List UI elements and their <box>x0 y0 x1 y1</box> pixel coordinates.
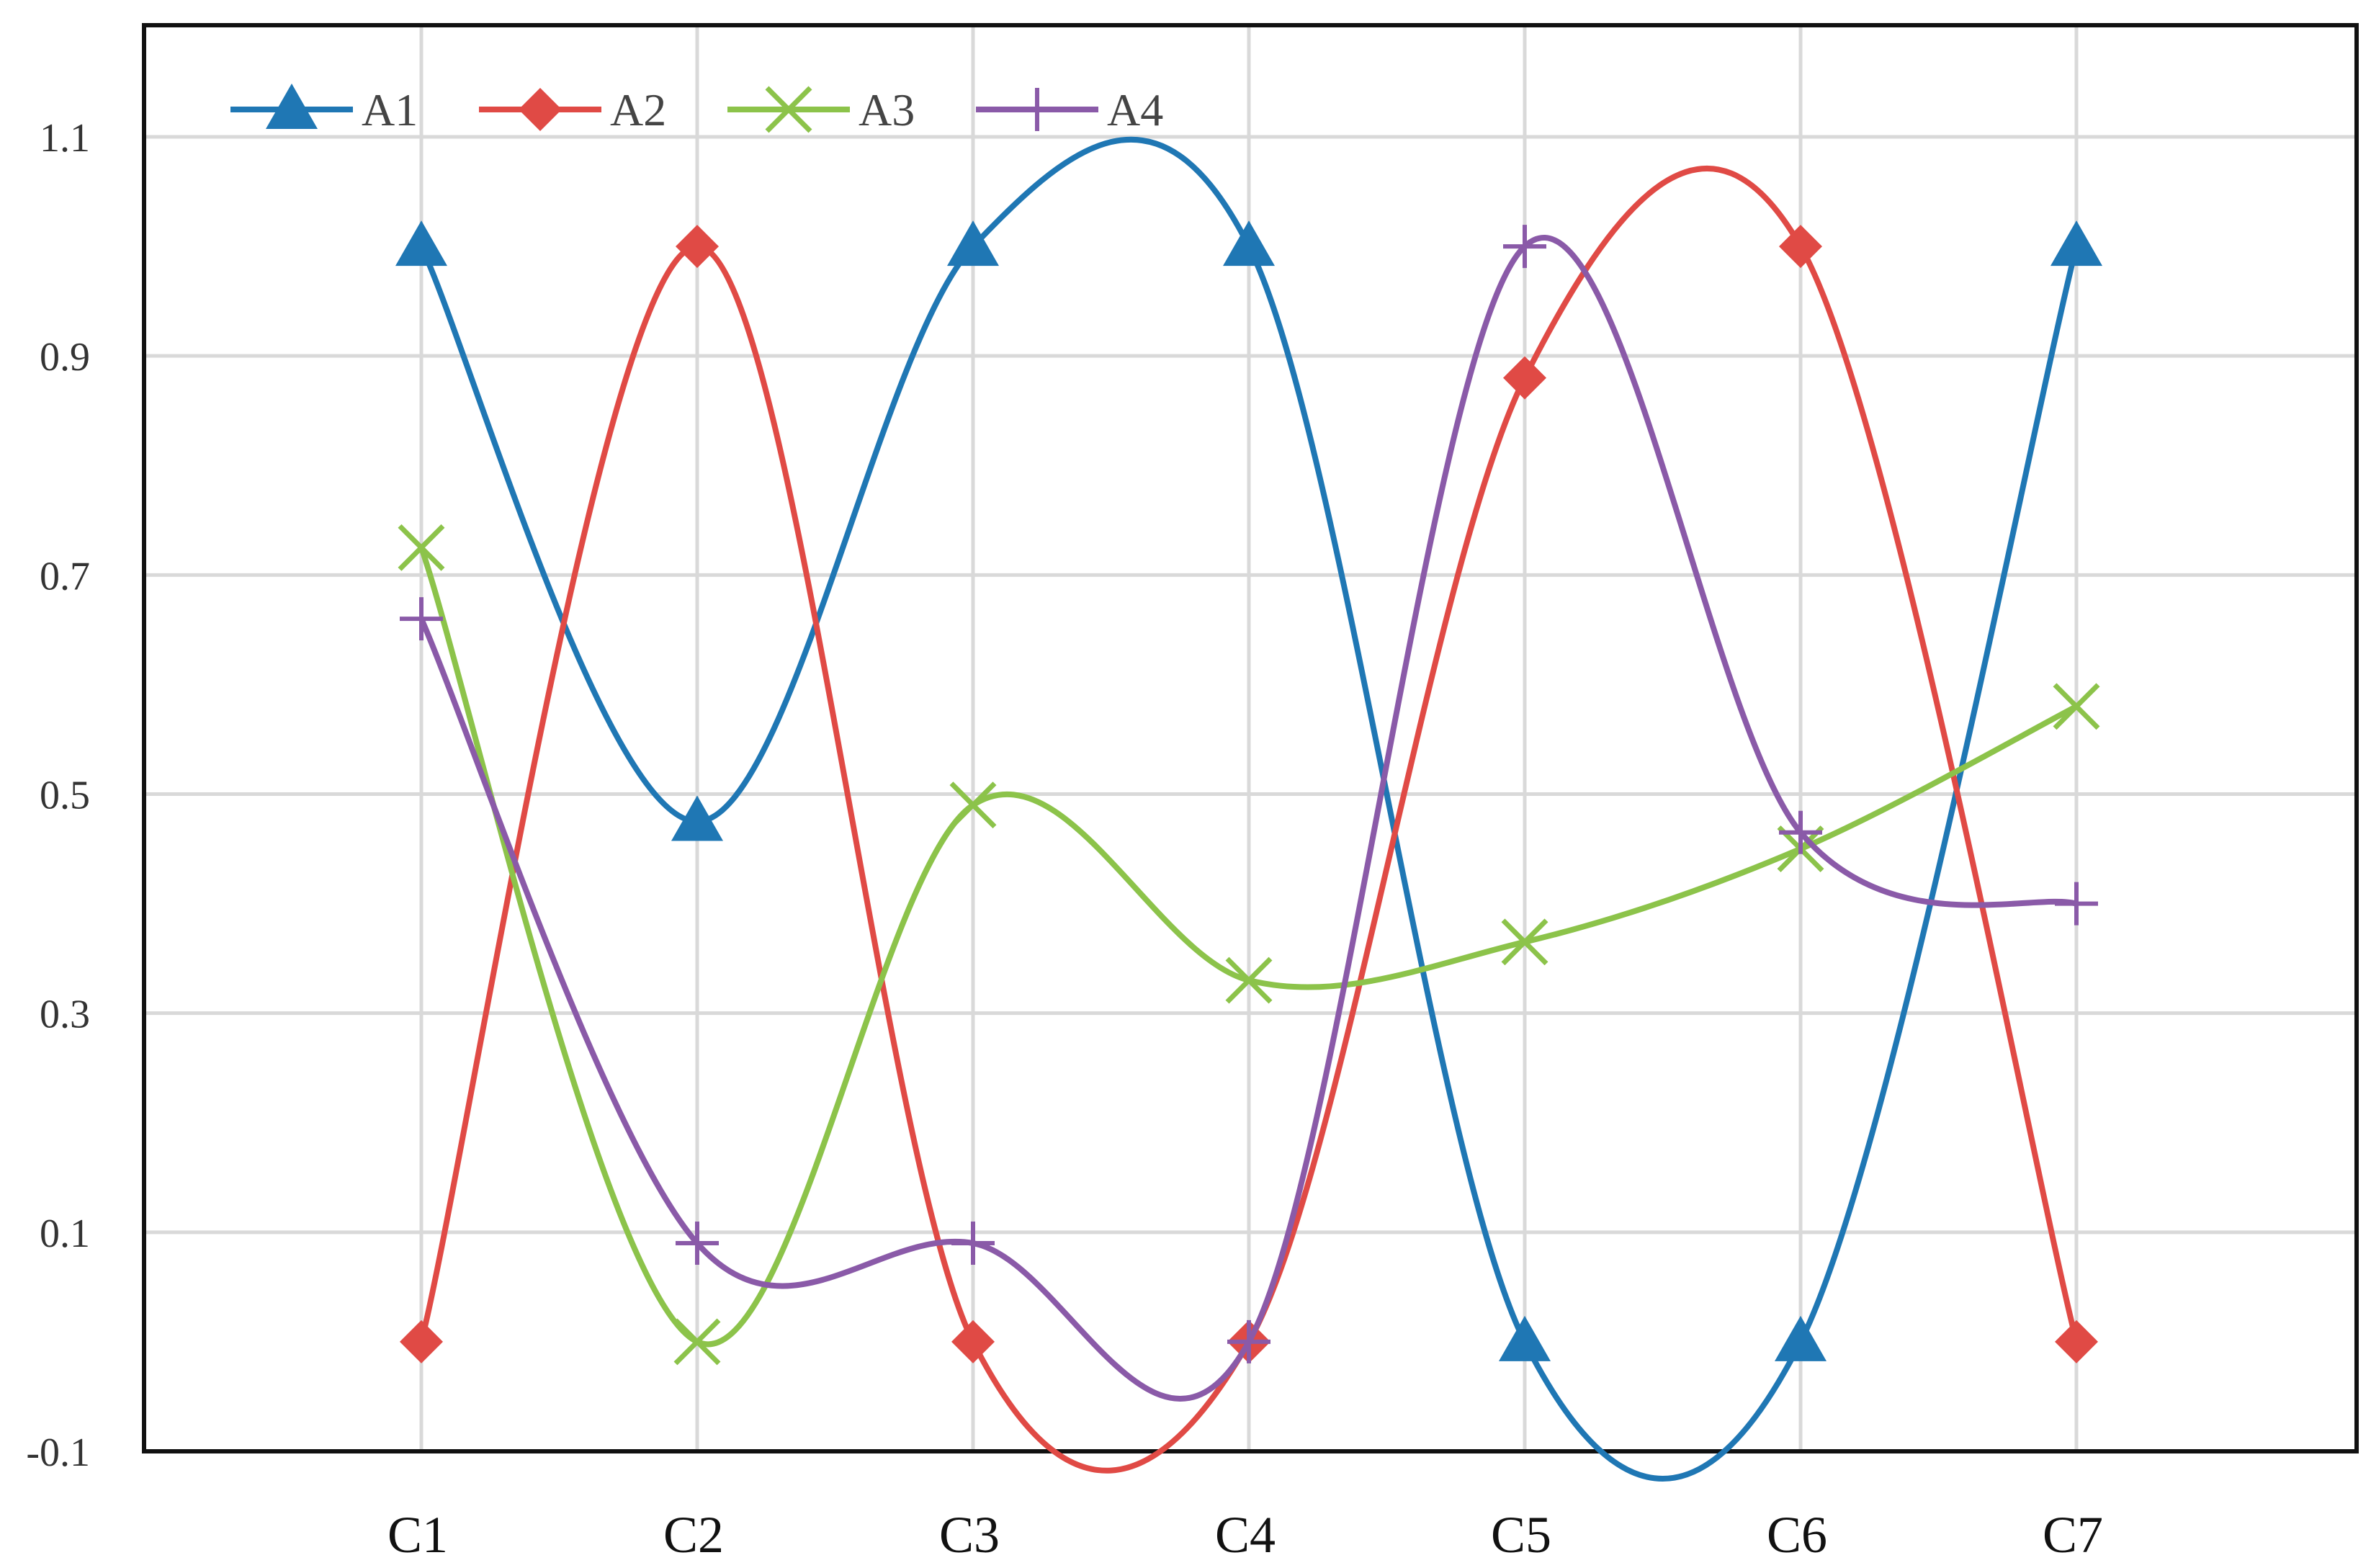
data-point-a2-c6 <box>1779 225 1822 269</box>
legend-label: A4 <box>1107 84 1163 135</box>
data-point-a1-c5 <box>1499 1315 1551 1361</box>
legend-marker <box>1016 88 1059 131</box>
y-tick-label: 0.7 <box>40 554 90 599</box>
legend-item-a1: A1 <box>230 84 418 135</box>
y-tick-label: 0.9 <box>40 335 90 380</box>
data-point-a1-c4 <box>1223 220 1275 266</box>
data-point-a3-c7-stroke <box>2053 683 2100 730</box>
data-point-a2-c2 <box>676 225 719 269</box>
legend-item-a3: A3 <box>727 84 915 135</box>
legend-item-a2: A2 <box>479 84 666 135</box>
data-point-a1-c3 <box>947 220 999 266</box>
data-point-a2-c3 <box>951 1320 995 1363</box>
legend: A1 A2 A3 A4 <box>230 84 1163 135</box>
plot-area-border <box>142 23 2359 1453</box>
legend-label: A1 <box>362 84 418 135</box>
y-axis-tick-labels: -0.1 0.1 0.3 0.5 0.7 0.9 1.1 <box>26 116 90 1475</box>
y-tick-label: 0.3 <box>40 993 90 1037</box>
x-category-label: C5 <box>1491 1506 1551 1564</box>
x-category-label: C7 <box>2043 1506 2103 1564</box>
data-point-a3-c4-stroke <box>1225 957 1273 1004</box>
legend-marker <box>519 88 562 131</box>
data-point-a3-c7 <box>2053 683 2100 730</box>
series-a3 <box>398 524 2100 1366</box>
x-category-label: C1 <box>387 1506 448 1564</box>
data-point-a1-c7 <box>2050 220 2102 266</box>
y-tick-label: 0.1 <box>40 1211 90 1256</box>
data-point-a4-c6 <box>1779 810 1822 854</box>
data-point-a3-c2-stroke <box>673 1318 721 1366</box>
data-point-a3-c3-stroke <box>949 781 997 829</box>
y-tick-label: 1.1 <box>40 116 90 161</box>
data-point-a4-c1 <box>400 597 443 641</box>
data-point-a4-c5 <box>1503 225 1546 269</box>
legend-label: A3 <box>859 84 915 135</box>
series-a1 <box>395 136 2102 1482</box>
x-category-label: C2 <box>663 1506 724 1564</box>
legend-item-a4: A4 <box>976 84 1163 135</box>
data-point-a3-c5 <box>1501 918 1548 966</box>
data-point-a4-c7 <box>2055 882 2098 926</box>
series-a4 <box>400 225 2098 1402</box>
data-point-a3-c1 <box>398 524 445 571</box>
legend-marker-stroke <box>765 86 812 133</box>
x-axis-category-labels: C1 C2 C3 C4 C5 C6 C7 <box>387 1506 2103 1564</box>
data-point-a4-c4 <box>1227 1320 1270 1363</box>
x-category-label: C6 <box>1767 1506 1827 1564</box>
x-category-label: C4 <box>1215 1506 1276 1564</box>
legend-label: A2 <box>610 84 666 135</box>
legend-marker <box>266 84 318 129</box>
data-point-a3-c3 <box>949 781 997 829</box>
data-point-a2-c7 <box>2055 1320 2098 1363</box>
series-line-a3 <box>418 547 2078 1348</box>
data-point-a1-c6 <box>1775 1315 1827 1361</box>
data-point-a3-c2 <box>673 1318 721 1366</box>
legend-marker <box>765 86 812 133</box>
data-point-a2-c1 <box>400 1320 443 1363</box>
y-tick-label: 0.5 <box>40 774 90 818</box>
data-point-a4-c2 <box>676 1222 719 1265</box>
data-point-a2-c5 <box>1503 356 1546 400</box>
data-point-a3-c5-stroke <box>1501 918 1548 966</box>
data-point-a4-c3 <box>951 1222 995 1265</box>
data-point-a1-c1 <box>395 220 447 266</box>
data-point-a3-c4 <box>1225 957 1273 1004</box>
x-category-label: C3 <box>939 1506 1000 1564</box>
data-point-a1-c2 <box>671 795 723 841</box>
data-point-a3-c1-stroke <box>398 524 445 571</box>
y-tick-label: -0.1 <box>26 1430 90 1475</box>
